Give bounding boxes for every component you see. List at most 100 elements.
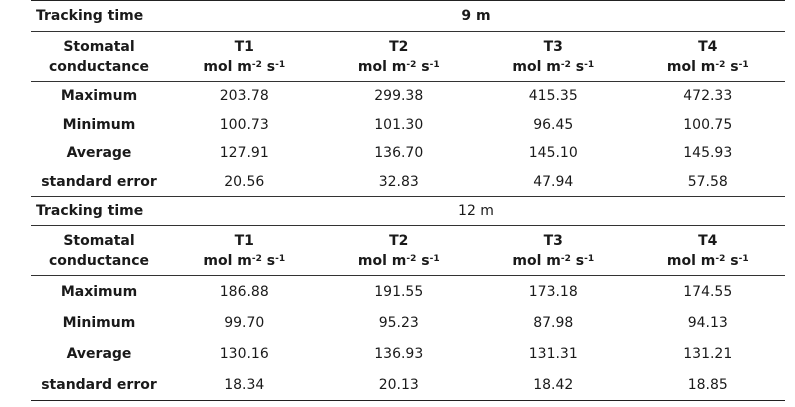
table-cell: 415.35 xyxy=(476,81,631,111)
column-name: T4 xyxy=(698,232,718,249)
unit-part: mol m xyxy=(203,252,252,269)
unit-part: s xyxy=(261,252,276,269)
table-cell: 130.16 xyxy=(219,345,269,362)
table-cell: 191.55 xyxy=(321,275,476,307)
table-cell: 127.91 xyxy=(219,145,269,162)
column-unit: mol m-2 s-1 xyxy=(476,251,631,271)
row-label-line2: conductance xyxy=(48,252,150,269)
time-value: 12 m xyxy=(167,196,786,226)
row-label-header: Stomatal conductance xyxy=(31,31,167,82)
unit-part: mol m xyxy=(357,252,407,269)
unit-exponent: -1 xyxy=(738,59,749,70)
unit-exponent: -2 xyxy=(251,253,262,264)
unit-exponent: -2 xyxy=(715,253,726,264)
column-name: T1 xyxy=(234,232,254,249)
table-cell: 186.88 xyxy=(167,275,322,307)
table-cell: 173.18 xyxy=(476,275,631,307)
row-label: Average xyxy=(66,345,132,362)
unit-part: mol m xyxy=(512,252,561,269)
unit-exponent: -1 xyxy=(275,253,286,264)
row-label: Average xyxy=(66,145,132,162)
table-cell: 99.70 xyxy=(224,314,265,331)
table-cell: 87.98 xyxy=(533,314,574,331)
unit-part: mol m xyxy=(512,58,561,75)
column-unit: mol m-2 s-1 xyxy=(631,251,786,271)
unit-part: mol m xyxy=(357,58,407,75)
row-label: Maximum xyxy=(31,275,167,307)
table-cell: 131.31 xyxy=(528,345,578,362)
column-unit: mol m-2 s-1 xyxy=(476,57,631,77)
tracking-time-label: Tracking time xyxy=(31,196,167,226)
table-cell: 57.58 xyxy=(687,173,728,190)
table-cell: 100.73 xyxy=(219,116,269,133)
column-header: T2 mol m-2 s-1 xyxy=(321,225,477,276)
table-cell: 94.13 xyxy=(687,314,728,331)
unit-part: s xyxy=(261,58,276,75)
column-header-row: Stomatal conductance T1 mol m-2 s-1 T2 mol m-… xyxy=(31,31,786,82)
row-label: standard error xyxy=(31,369,167,401)
unit-exponent: -1 xyxy=(738,253,749,264)
row-label: Maximum xyxy=(31,81,167,111)
column-header: T1 mol m-2 s-1 xyxy=(167,225,322,276)
table-row: standard error 18.34 20.13 18.42 18.85 xyxy=(31,369,786,401)
column-header: T3 mol m-2 s-1 xyxy=(476,31,631,82)
tracking-time-row: Tracking time 9 m xyxy=(31,0,786,32)
table-cell: 32.83 xyxy=(378,173,419,190)
unit-exponent: -1 xyxy=(429,253,440,264)
column-name: T1 xyxy=(234,38,254,55)
unit-exponent: -2 xyxy=(251,59,262,70)
unit-exponent: -2 xyxy=(560,253,571,264)
unit-part: s xyxy=(725,252,739,269)
table-cell: 136.70 xyxy=(374,145,424,162)
column-name: T2 xyxy=(389,232,409,249)
table-cell: 18.85 xyxy=(630,369,786,401)
table-cell: 95.23 xyxy=(378,314,419,331)
table-row: Maximum 186.88 191.55 173.18 174.55 xyxy=(31,275,786,307)
column-name: T2 xyxy=(389,38,409,55)
column-name: T3 xyxy=(543,38,563,55)
unit-part: mol m xyxy=(666,252,716,269)
unit-part: s xyxy=(570,252,585,269)
table-cell: 20.56 xyxy=(224,173,265,190)
table-cell: 299.38 xyxy=(321,81,476,111)
unit-exponent: -1 xyxy=(584,253,595,264)
table-cell: 145.10 xyxy=(528,145,578,162)
column-unit: mol m-2 s-1 xyxy=(322,57,477,77)
table-cell: 18.34 xyxy=(167,369,322,401)
table-cell: 472.33 xyxy=(630,81,786,111)
time-value: 9 m xyxy=(167,0,786,32)
column-unit: mol m-2 s-1 xyxy=(322,251,477,271)
column-header: T3 mol m-2 s-1 xyxy=(476,225,631,276)
unit-exponent: -1 xyxy=(275,59,286,70)
stomatal-conductance-table: Tracking time 9 m Stomatal conductance T1 mol… xyxy=(31,0,786,401)
column-header: T4 mol m-2 s-1 xyxy=(630,225,786,276)
table-cell: 47.94 xyxy=(533,173,574,190)
table-cell: 18.42 xyxy=(476,369,631,401)
table-row: Average 130.16 136.93 131.31 131.21 xyxy=(31,338,785,369)
unit-exponent: -2 xyxy=(406,59,417,70)
table-cell: 131.21 xyxy=(683,345,733,362)
unit-part: mol m xyxy=(666,58,716,75)
unit-exponent: -2 xyxy=(406,253,417,264)
column-header: T1 mol m-2 s-1 xyxy=(167,31,322,82)
table-cell: 174.55 xyxy=(630,275,786,307)
table-row: Maximum 203.78 299.38 415.35 472.33 xyxy=(31,81,786,111)
table-cell: 145.93 xyxy=(683,145,733,162)
table-cell: 203.78 xyxy=(167,81,322,111)
table-cell: 136.93 xyxy=(374,345,424,362)
unit-exponent: -1 xyxy=(584,59,595,70)
row-label-line1: Stomatal xyxy=(63,38,135,55)
unit-part: mol m xyxy=(203,58,252,75)
column-unit: mol m-2 s-1 xyxy=(167,251,322,271)
table-row: Average 127.91 136.70 145.10 145.93 xyxy=(31,139,785,168)
row-label-line1: Stomatal xyxy=(63,232,135,249)
table-cell: 20.13 xyxy=(321,369,476,401)
row-label-line2: conductance xyxy=(48,58,150,75)
row-label-header: Stomatal conductance xyxy=(31,225,167,276)
tracking-time-row: Tracking time 12 m xyxy=(31,196,786,226)
table-row: Minimum 99.70 95.23 87.98 94.13 xyxy=(31,307,785,338)
table-row: standard error 20.56 32.83 47.94 57.58 xyxy=(31,168,785,197)
unit-exponent: -1 xyxy=(429,59,440,70)
row-label: standard error xyxy=(41,173,157,190)
